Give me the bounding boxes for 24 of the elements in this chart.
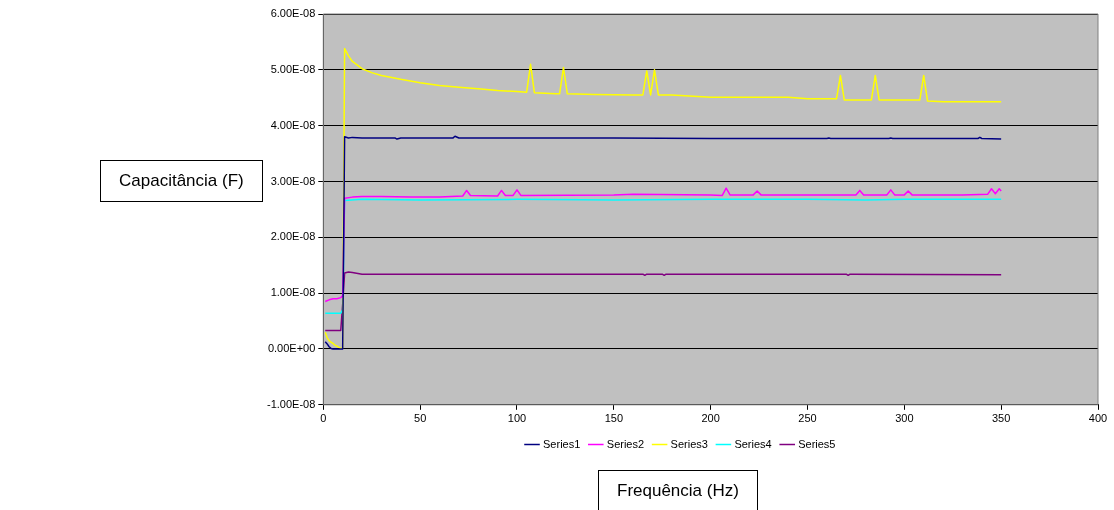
x-axis-title: Frequência (Hz) [598,470,758,510]
y-tick-label: 4.00E-08 [270,118,316,131]
y-axis-title: Capacitância (F) [100,160,263,202]
x-tick-label: 200 [701,412,720,425]
x-tick-label: 100 [507,412,527,425]
x-tick-label: 0 [320,412,327,425]
legend-label: Series3 [670,437,708,450]
x-tick-label: 250 [798,412,817,425]
y-tick-label: 2.00E-08 [270,230,316,243]
y-tick-label: 3.00E-08 [270,174,316,187]
y-tick-label: 6.00E-08 [270,7,316,20]
legend-label: Series4 [734,437,772,450]
y-tick-label: 5.00E-08 [270,62,316,75]
y-tick-label: -1.00E-08 [267,397,316,410]
x-tick-label: 350 [991,412,1011,425]
legend-label: Series5 [798,437,836,450]
x-tick-label: 50 [414,412,427,425]
legend-label: Series2 [606,437,645,450]
x-tick-label: 300 [895,412,914,425]
x-tick-label: 150 [604,412,623,425]
x-tick-label: 400 [1088,412,1108,425]
y-tick-label: 0.00E+00 [267,342,316,354]
y-tick-label: 1.00E-08 [270,286,316,299]
legend-label: Series1 [543,437,581,450]
